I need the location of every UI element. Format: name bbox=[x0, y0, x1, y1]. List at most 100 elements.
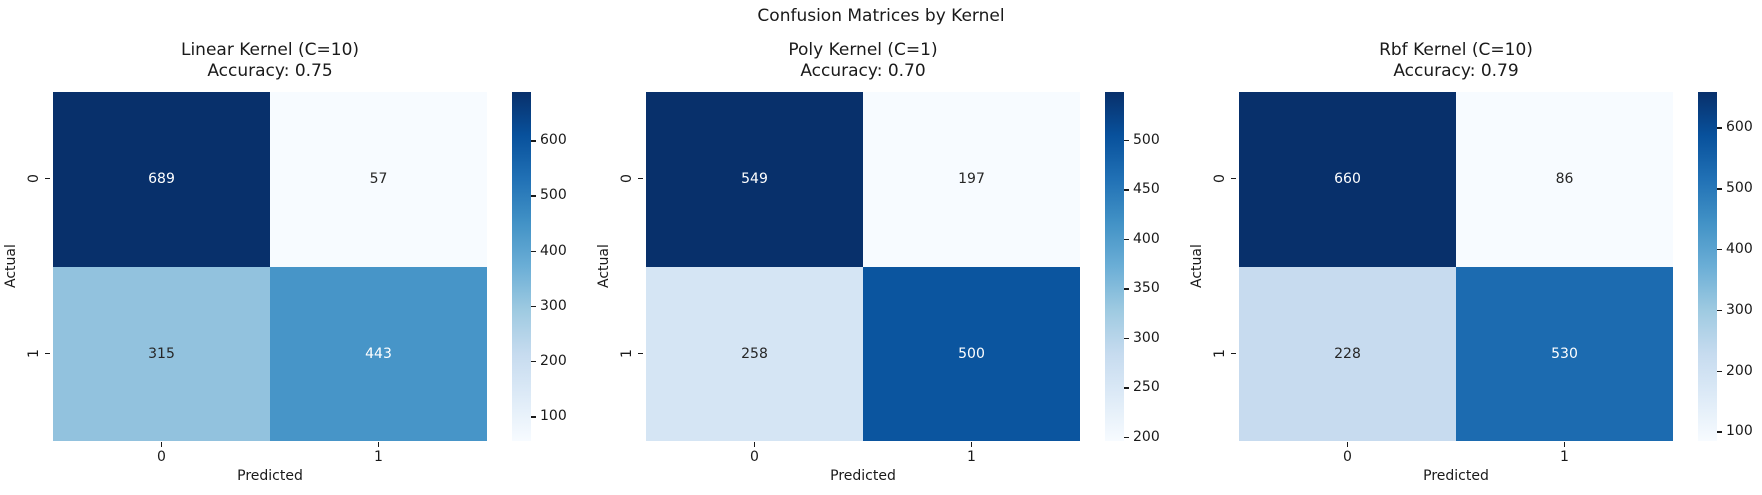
colorbar-tick-label: 450 bbox=[1133, 181, 1160, 198]
subplot-title: Poly Kernel (C=1) Accuracy: 0.70 bbox=[646, 40, 1080, 82]
colorbar-tick-label: 300 bbox=[540, 297, 567, 314]
colorbar-tick-mark bbox=[531, 140, 536, 142]
x-axis-label: Predicted bbox=[1423, 468, 1489, 484]
x-tick-label-0: 0 bbox=[157, 449, 166, 465]
y-tick-label-1: 1 bbox=[1212, 349, 1228, 359]
colorbar-tick-mark bbox=[1717, 370, 1722, 373]
subplot-linear-kernel: Linear Kernel (C=10) Accuracy: 0.75 Actu… bbox=[0, 0, 594, 495]
colorbar-tick-mark bbox=[1717, 127, 1722, 129]
y-tick-label-1: 1 bbox=[619, 349, 635, 359]
heatmap-cell-tp: 530 bbox=[1456, 266, 1673, 441]
colorbar-tick-label: 600 bbox=[1726, 119, 1753, 136]
x-tick-label-0: 0 bbox=[1343, 449, 1352, 465]
heatmap-cell-tn: 689 bbox=[53, 92, 270, 267]
subplot-title-line1: Rbf Kernel (C=10) bbox=[1379, 40, 1533, 60]
colorbar-tick-label: 400 bbox=[540, 242, 567, 259]
x-tick-mark bbox=[1564, 442, 1566, 447]
colorbar-tick-mark bbox=[1124, 238, 1129, 241]
subplot-title-line2: Accuracy: 0.79 bbox=[1393, 61, 1519, 81]
colorbar-tick-mark bbox=[1124, 139, 1129, 141]
subplot-poly-kernel: Poly Kernel (C=1) Accuracy: 0.70 Actual … bbox=[593, 0, 1187, 495]
colorbar bbox=[1105, 92, 1124, 441]
colorbar-tick-label: 200 bbox=[1133, 429, 1160, 446]
x-tick-mark bbox=[754, 442, 756, 447]
y-tick-mark bbox=[638, 178, 643, 180]
colorbar-tick-label: 200 bbox=[540, 353, 567, 370]
figure-title: Confusion Matrices by Kernel bbox=[757, 6, 1005, 26]
subplot-title-line1: Poly Kernel (C=1) bbox=[788, 40, 938, 60]
x-axis-label: Predicted bbox=[237, 468, 303, 484]
subplot-title-line2: Accuracy: 0.70 bbox=[800, 61, 926, 81]
colorbar-ticks: 600 500 400 300 200 100 bbox=[1717, 92, 1762, 441]
heatmap-cell-fp: 57 bbox=[270, 92, 487, 267]
colorbar-tick-mark bbox=[1717, 309, 1722, 312]
colorbar-tick-mark bbox=[1717, 249, 1722, 251]
colorbar-tick-label: 300 bbox=[1133, 330, 1160, 347]
colorbar bbox=[1698, 92, 1717, 441]
x-tick-label-0: 0 bbox=[750, 449, 759, 465]
y-tick-mark bbox=[45, 178, 50, 180]
colorbar-tick-mark bbox=[1124, 288, 1129, 290]
y-tick-label-1: 1 bbox=[26, 349, 42, 359]
x-tick-mark bbox=[161, 442, 163, 447]
colorbar-tick-mark bbox=[1124, 387, 1129, 389]
heatmap-cell-tp: 443 bbox=[270, 266, 487, 441]
heatmap: 549 197 258 500 bbox=[646, 92, 1080, 441]
colorbar-tick-mark bbox=[531, 250, 536, 252]
colorbar-tick-mark bbox=[1717, 188, 1722, 190]
heatmap-cell-tp: 500 bbox=[863, 266, 1080, 441]
heatmap-cell-fn: 315 bbox=[53, 266, 270, 441]
colorbar-tick-mark bbox=[1124, 337, 1129, 340]
y-tick-mark bbox=[1231, 353, 1236, 355]
y-axis-label: Actual bbox=[3, 244, 19, 289]
colorbar-tick-label: 500 bbox=[1133, 131, 1160, 148]
subplot-rbf-kernel: Rbf Kernel (C=10) Accuracy: 0.79 Actual … bbox=[1186, 0, 1762, 495]
heatmap: 689 57 315 443 bbox=[53, 92, 487, 441]
y-tick-mark bbox=[45, 353, 50, 355]
subplot-title-line2: Accuracy: 0.75 bbox=[207, 61, 333, 81]
y-tick-label-0: 0 bbox=[619, 174, 635, 184]
colorbar-tick-label: 500 bbox=[540, 187, 567, 204]
heatmap-cell-tn: 549 bbox=[646, 92, 863, 267]
colorbar-tick-mark bbox=[1717, 431, 1722, 433]
colorbar-tick-mark bbox=[531, 361, 536, 363]
colorbar-tick-mark bbox=[1124, 189, 1129, 191]
colorbar-tick-mark bbox=[531, 195, 536, 197]
x-tick-label-1: 1 bbox=[374, 449, 383, 465]
colorbar-ticks: 600 500 400 300 200 100 bbox=[531, 92, 591, 441]
x-tick-label-1: 1 bbox=[1560, 449, 1569, 465]
y-tick-mark bbox=[1231, 178, 1236, 180]
subplot-title-line1: Linear Kernel (C=10) bbox=[180, 40, 360, 60]
heatmap-cell-tn: 660 bbox=[1239, 92, 1456, 267]
colorbar-tick-label: 250 bbox=[1133, 379, 1160, 396]
x-axis-label: Predicted bbox=[830, 468, 896, 484]
colorbar-tick-mark bbox=[531, 305, 536, 308]
colorbar-tick-label: 200 bbox=[1726, 362, 1753, 379]
colorbar-tick-label: 500 bbox=[1726, 180, 1753, 197]
x-tick-mark bbox=[971, 442, 973, 447]
x-tick-mark bbox=[1347, 442, 1349, 447]
heatmap-cell-fp: 197 bbox=[863, 92, 1080, 267]
y-tick-label-0: 0 bbox=[26, 174, 42, 184]
colorbar bbox=[512, 92, 531, 441]
heatmap-cell-fn: 228 bbox=[1239, 266, 1456, 441]
heatmap-cell-fn: 258 bbox=[646, 266, 863, 441]
colorbar-tick-label: 400 bbox=[1133, 230, 1160, 247]
colorbar-tick-label: 400 bbox=[1726, 241, 1753, 258]
x-tick-label-1: 1 bbox=[967, 449, 976, 465]
heatmap: 660 86 228 530 bbox=[1239, 92, 1673, 441]
heatmap-cell-fp: 86 bbox=[1456, 92, 1673, 267]
y-tick-label-0: 0 bbox=[1212, 174, 1228, 184]
colorbar-tick-mark bbox=[1124, 437, 1129, 439]
colorbar-tick-label: 600 bbox=[540, 132, 567, 149]
colorbar-tick-label: 100 bbox=[1726, 423, 1753, 440]
y-tick-mark bbox=[638, 353, 643, 355]
colorbar-ticks: 500 450 400 350 300 250 200 bbox=[1124, 92, 1184, 445]
colorbar-tick-label: 350 bbox=[1133, 280, 1160, 297]
subplot-title: Linear Kernel (C=10) Accuracy: 0.75 bbox=[53, 40, 487, 82]
x-tick-mark bbox=[378, 442, 380, 447]
colorbar-tick-label: 300 bbox=[1726, 302, 1753, 319]
colorbar-tick-label: 100 bbox=[540, 408, 567, 425]
subplot-title: Rbf Kernel (C=10) Accuracy: 0.79 bbox=[1239, 40, 1673, 82]
